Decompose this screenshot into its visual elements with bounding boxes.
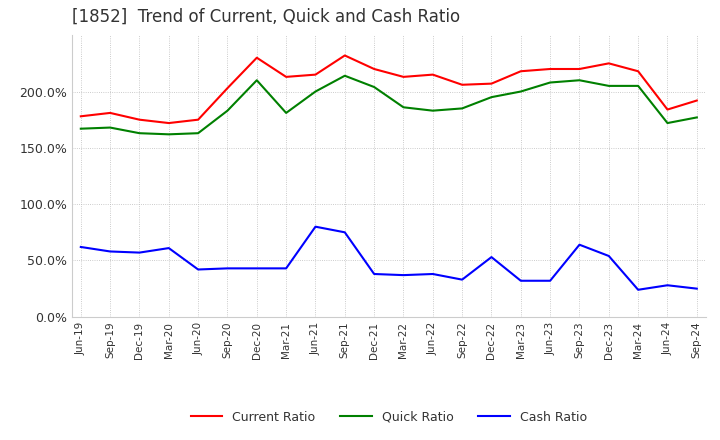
- Cash Ratio: [106, 249, 114, 254]
- Cash Ratio: [253, 266, 261, 271]
- Cash Ratio: [487, 254, 496, 260]
- Current Ratio: [428, 72, 437, 77]
- Current Ratio: [311, 72, 320, 77]
- Cash Ratio: [370, 271, 379, 277]
- Current Ratio: [370, 66, 379, 72]
- Cash Ratio: [605, 253, 613, 259]
- Cash Ratio: [546, 278, 554, 283]
- Current Ratio: [76, 114, 85, 119]
- Quick Ratio: [253, 77, 261, 83]
- Current Ratio: [223, 85, 232, 91]
- Current Ratio: [341, 53, 349, 58]
- Line: Cash Ratio: Cash Ratio: [81, 227, 697, 290]
- Quick Ratio: [282, 110, 290, 116]
- Current Ratio: [516, 69, 525, 74]
- Cash Ratio: [223, 266, 232, 271]
- Cash Ratio: [135, 250, 144, 255]
- Cash Ratio: [428, 271, 437, 277]
- Quick Ratio: [311, 89, 320, 94]
- Line: Current Ratio: Current Ratio: [81, 55, 697, 123]
- Current Ratio: [106, 110, 114, 116]
- Cash Ratio: [311, 224, 320, 229]
- Cash Ratio: [399, 272, 408, 278]
- Cash Ratio: [341, 230, 349, 235]
- Quick Ratio: [164, 132, 173, 137]
- Current Ratio: [135, 117, 144, 122]
- Quick Ratio: [663, 121, 672, 126]
- Current Ratio: [487, 81, 496, 86]
- Line: Quick Ratio: Quick Ratio: [81, 76, 697, 134]
- Cash Ratio: [194, 267, 202, 272]
- Current Ratio: [458, 82, 467, 88]
- Quick Ratio: [546, 80, 554, 85]
- Cash Ratio: [76, 244, 85, 249]
- Quick Ratio: [399, 105, 408, 110]
- Cash Ratio: [663, 282, 672, 288]
- Quick Ratio: [223, 108, 232, 114]
- Quick Ratio: [516, 89, 525, 94]
- Quick Ratio: [458, 106, 467, 111]
- Cash Ratio: [458, 277, 467, 282]
- Quick Ratio: [634, 83, 642, 88]
- Current Ratio: [399, 74, 408, 80]
- Quick Ratio: [605, 83, 613, 88]
- Quick Ratio: [693, 115, 701, 120]
- Cash Ratio: [164, 246, 173, 251]
- Quick Ratio: [135, 131, 144, 136]
- Quick Ratio: [370, 84, 379, 90]
- Current Ratio: [663, 107, 672, 112]
- Cash Ratio: [693, 286, 701, 291]
- Current Ratio: [634, 69, 642, 74]
- Cash Ratio: [282, 266, 290, 271]
- Quick Ratio: [575, 77, 584, 83]
- Quick Ratio: [428, 108, 437, 114]
- Cash Ratio: [516, 278, 525, 283]
- Cash Ratio: [634, 287, 642, 293]
- Current Ratio: [253, 55, 261, 60]
- Quick Ratio: [487, 95, 496, 100]
- Current Ratio: [546, 66, 554, 72]
- Quick Ratio: [194, 131, 202, 136]
- Current Ratio: [194, 117, 202, 122]
- Quick Ratio: [341, 73, 349, 78]
- Quick Ratio: [106, 125, 114, 130]
- Current Ratio: [605, 61, 613, 66]
- Current Ratio: [164, 121, 173, 126]
- Current Ratio: [575, 66, 584, 72]
- Quick Ratio: [76, 126, 85, 131]
- Legend: Current Ratio, Quick Ratio, Cash Ratio: Current Ratio, Quick Ratio, Cash Ratio: [186, 406, 592, 429]
- Current Ratio: [693, 98, 701, 103]
- Text: [1852]  Trend of Current, Quick and Cash Ratio: [1852] Trend of Current, Quick and Cash …: [72, 7, 460, 26]
- Cash Ratio: [575, 242, 584, 247]
- Current Ratio: [282, 74, 290, 80]
